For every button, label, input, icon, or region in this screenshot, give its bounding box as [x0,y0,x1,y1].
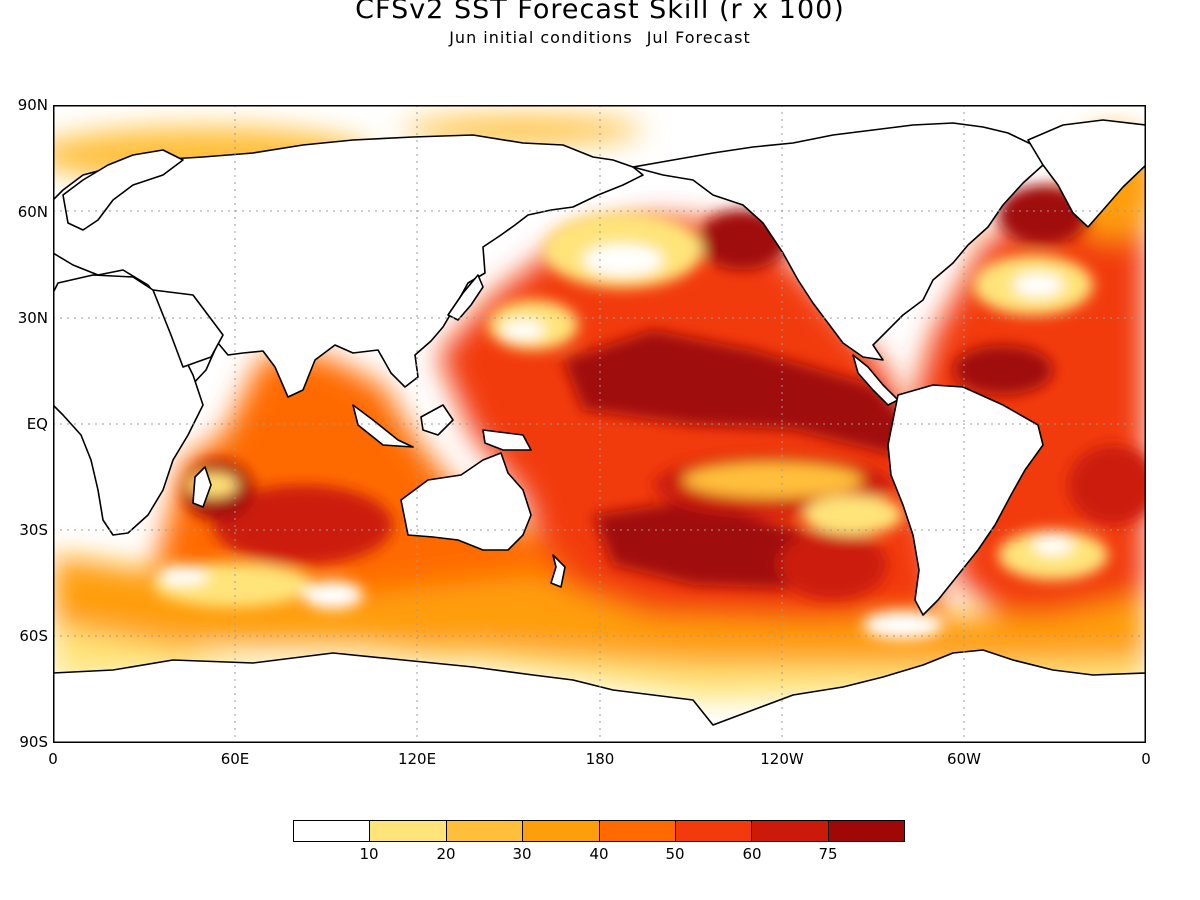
land-south-america [887,384,1044,616]
land-greenland [1027,119,1146,228]
legend-label-75: 75 [818,845,838,863]
legend-swatch-5 [599,821,676,841]
lon-label-180: 180 [585,750,615,768]
lon-label-0-east: 0 [1141,750,1151,768]
legend-label-10: 10 [359,845,379,863]
land-arabia [152,289,224,368]
lat-label-30n: 30N [17,309,48,327]
land-africa [53,274,204,536]
legend-swatch-8 [828,821,904,841]
lon-label-60w: 60W [947,750,981,768]
land-central-america [852,354,899,406]
sst-skill-map [53,105,1146,743]
land-madagascar [192,466,212,508]
lat-label-30s: 30S [19,521,48,539]
subtitle-initial-conditions: Jun initial conditions [449,28,633,47]
land-scandinavia [62,149,184,231]
land-new-zealand [550,554,566,588]
lat-label-eq: EQ [26,415,48,433]
lat-label-90s: 90S [19,733,48,751]
legend-label-60: 60 [742,845,762,863]
lon-label-120w: 120W [760,750,804,768]
grid-lines [53,105,1146,743]
land-antarctica [53,649,1146,743]
legend-swatch-7 [752,821,829,841]
legend-swatch-2 [370,821,447,841]
land-sumatra-java [352,404,414,448]
land-new-guinea [482,429,532,451]
map-frame [53,105,1146,743]
lon-label-0: 0 [48,750,58,768]
color-legend [293,820,905,842]
legend-label-50: 50 [665,845,685,863]
lat-label-60s: 60S [19,627,48,645]
lon-label-120e: 120E [397,750,437,768]
land-borneo [420,404,454,436]
subtitle-forecast: Jul Forecast [646,28,751,47]
legend-label-30: 30 [512,845,532,863]
legend-label-20: 20 [436,845,456,863]
land-australia [400,452,532,551]
map-subtitle: Jun initial conditions Jul Forecast [0,28,1200,47]
continent-landmasses [53,119,1146,743]
map-title: CFSv2 SST Forecast Skill (r x 100) [355,0,845,25]
legend-swatch-1 [294,821,371,841]
lat-label-60n: 60N [17,203,48,221]
legend-swatch-6 [675,821,753,841]
lat-label-90n: 90N [17,96,48,114]
lon-label-60e: 60E [220,750,250,768]
legend-label-40: 40 [589,845,609,863]
land-japan [447,274,484,321]
legend-swatch-4 [523,821,600,841]
legend-swatch-3 [446,821,524,841]
land-north-america [632,122,1044,361]
